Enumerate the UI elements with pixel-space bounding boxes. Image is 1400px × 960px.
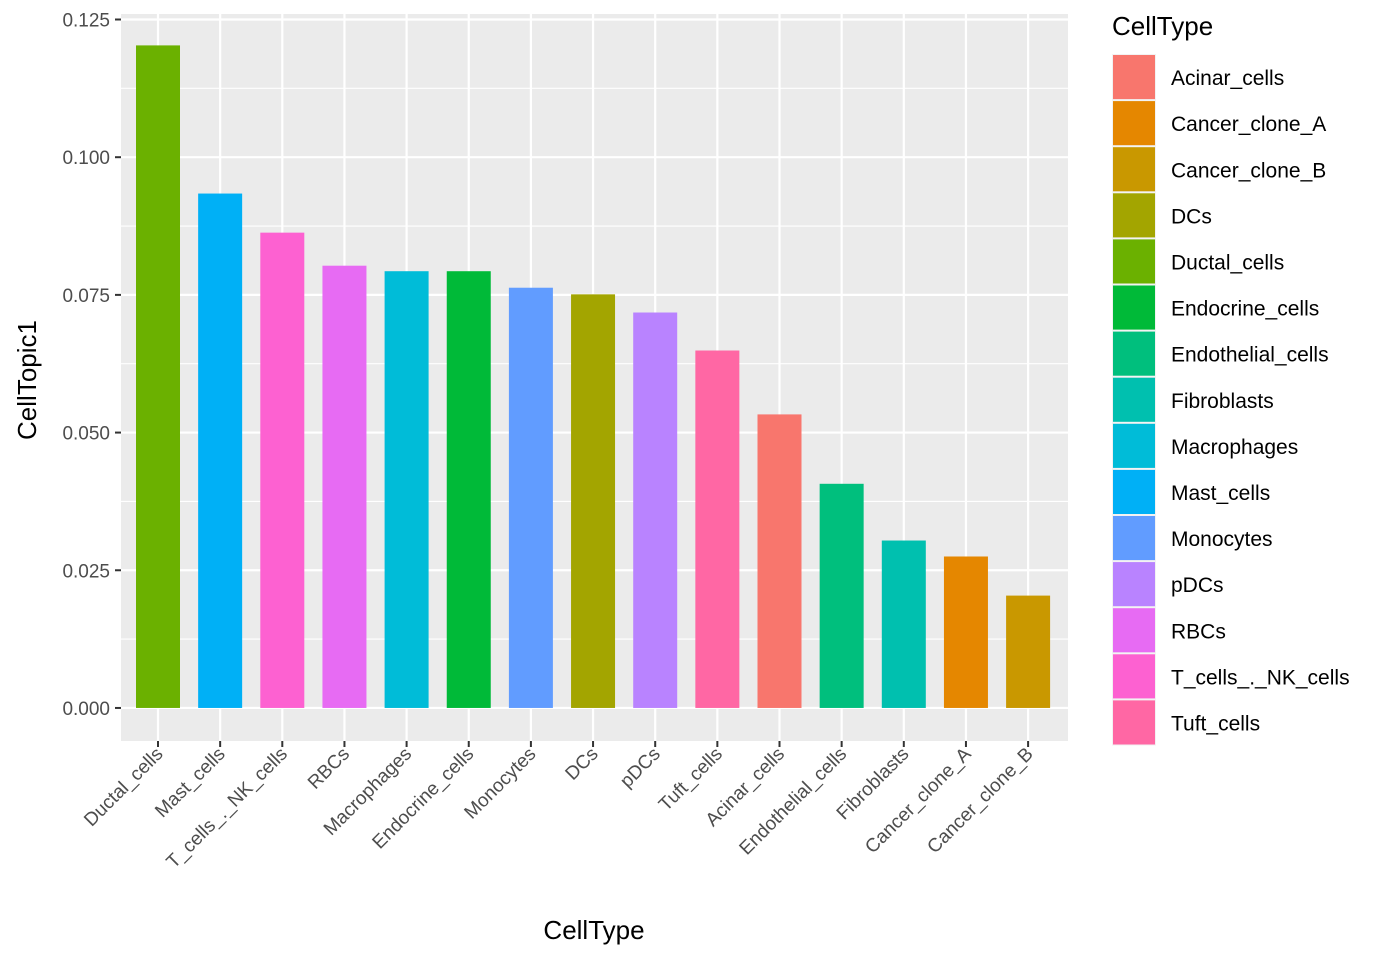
legend-swatch [1113, 193, 1155, 238]
x-tick-label: Cancer_clone_A [861, 743, 975, 857]
legend-label: DCs [1171, 205, 1212, 228]
legend-swatch [1113, 239, 1155, 284]
legend-label: Mast_cells [1171, 482, 1270, 505]
bar-acinar-cells [757, 414, 802, 708]
bar-pdcs [633, 312, 678, 708]
legend-swatch [1113, 654, 1155, 699]
legend-swatch [1113, 423, 1155, 468]
x-tick-label: RBCs [304, 744, 354, 794]
bar-cancer-clone-b [1006, 595, 1051, 708]
y-tick-label: 0.050 [62, 424, 110, 445]
x-tick-label: pDCs [616, 744, 664, 792]
legend-label: Macrophages [1171, 436, 1298, 459]
legend-label: Fibroblasts [1171, 390, 1274, 413]
bar-tuft-cells [695, 350, 740, 708]
bar-endothelial-cells [819, 483, 864, 708]
legend-label: RBCs [1171, 620, 1226, 643]
bar-t-cells-nk-cells [260, 232, 305, 708]
bar-macrophages [384, 271, 429, 708]
legend-swatch [1113, 377, 1155, 422]
bar-ductal-cells [136, 45, 180, 708]
legend-label: Endothelial_cells [1171, 344, 1329, 367]
bar-endocrine-cells [446, 271, 491, 708]
x-tick-label: DCs [562, 744, 603, 785]
legend-swatch [1113, 147, 1155, 192]
legend-swatch [1113, 55, 1155, 100]
legend-label: Tuft_cells [1171, 712, 1260, 735]
legend: CellType Acinar_cells Cancer_clone_A Cance… [1112, 11, 1350, 746]
x-tick-label: Endothelial_cells [736, 744, 852, 860]
y-tick-label: 0.075 [62, 286, 110, 307]
x-tick-label: T_cells_._NK_cells [163, 744, 292, 873]
legend-label: Acinar_cells [1171, 67, 1284, 90]
legend-swatch [1113, 608, 1155, 653]
legend-label: Cancer_clone_B [1171, 159, 1326, 182]
bar-mast-cells [198, 193, 243, 708]
legend-label: Ductal_cells [1171, 251, 1284, 274]
legend-title: CellType [1112, 11, 1213, 41]
legend-swatch [1113, 469, 1155, 514]
legend-label: Endocrine_cells [1171, 298, 1319, 321]
y-axis-title: CellTopic1 [12, 320, 42, 440]
x-tick-label: Cancer_clone_B [923, 744, 1037, 858]
legend-label: T_cells_._NK_cells [1171, 666, 1350, 689]
bar-dcs [571, 294, 616, 708]
x-axis-title: CellType [543, 915, 644, 945]
y-tick-label: 0.025 [62, 561, 110, 582]
legend-swatch [1113, 700, 1155, 745]
x-tick-label: Ductal_cells [80, 744, 167, 831]
legend-label: Monocytes [1171, 528, 1273, 551]
bars [136, 45, 1051, 708]
legend-swatch [1113, 101, 1155, 146]
legend-label: Cancer_clone_A [1171, 113, 1326, 136]
legend-swatch [1113, 562, 1155, 607]
bar-monocytes [508, 287, 553, 708]
legend-label: pDCs [1171, 574, 1224, 597]
bar-cancer-clone-a [943, 556, 988, 708]
y-tick-label: 0.125 [62, 11, 110, 32]
y-tick-label: 0.100 [62, 148, 110, 169]
legend-swatch [1113, 516, 1155, 561]
legend-swatch [1113, 331, 1155, 376]
y-tick-label: 0.000 [62, 699, 110, 720]
bar-fibroblasts [881, 540, 926, 708]
legend-swatch [1113, 285, 1155, 330]
bar-rbcs [322, 265, 367, 708]
